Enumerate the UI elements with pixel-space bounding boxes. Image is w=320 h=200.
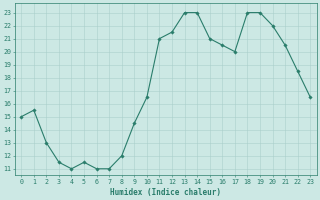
- X-axis label: Humidex (Indice chaleur): Humidex (Indice chaleur): [110, 188, 221, 197]
